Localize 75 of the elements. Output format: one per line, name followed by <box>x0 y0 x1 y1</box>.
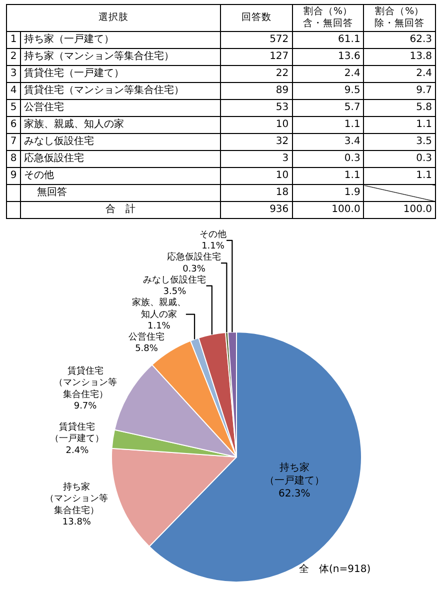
data-label: 53 <box>220 100 292 116</box>
data-label: 127 <box>220 48 292 66</box>
data-label: 1.1 <box>292 168 364 184</box>
slice-label: 公営住宅 <box>128 332 165 343</box>
data-label: 5.8 <box>364 100 436 116</box>
data-label: 62.3% <box>278 488 310 500</box>
category-label: 応急仮設住宅 <box>20 150 220 168</box>
slice-label: みなし仮設住宅 <box>143 274 206 286</box>
data-label: 10 <box>220 116 292 134</box>
slice-label: 家族、親戚、知人の家 <box>132 297 186 320</box>
data-label: 1.1% <box>147 322 171 332</box>
category-label: 合 計 <box>20 202 220 218</box>
data-label: 0.3 <box>364 150 436 168</box>
data-label: 8 <box>6 150 20 168</box>
category-label: みなし仮設住宅 <box>20 134 220 150</box>
category-label: 持ち家（マンション等集合住宅） <box>20 48 220 66</box>
data-label: 1.1 <box>364 116 436 134</box>
data-label: 4 <box>6 82 20 100</box>
category-label: 賃貸住宅（マンション等集合住宅） <box>20 82 220 100</box>
data-label: 13.8% <box>62 518 92 528</box>
data-label: 0.3% <box>182 264 206 274</box>
category-label: 公営住宅 <box>20 100 220 116</box>
data-label: 100.0 <box>364 202 436 218</box>
data-label: 2.4 <box>364 66 436 82</box>
data-label: 3 <box>6 66 20 82</box>
data-label: 936 <box>220 202 292 218</box>
data-label: 22 <box>220 66 292 82</box>
data-label: 572 <box>220 32 292 48</box>
category-label: 賃貸住宅（一戸建て） <box>20 66 220 82</box>
data-label: 9.7% <box>74 402 98 412</box>
data-label: 6 <box>6 116 20 134</box>
data-label: 3 <box>220 150 292 168</box>
data-label: 3.5% <box>163 287 187 298</box>
data-label: 7 <box>6 134 20 150</box>
data-label: 1.1% <box>202 242 225 252</box>
data-label: 5.8% <box>135 344 158 354</box>
text: 割合（%）除・無回答 <box>364 4 436 32</box>
data-label: 18 <box>220 184 292 202</box>
data-label: 89 <box>220 82 292 100</box>
data-label: 1.9 <box>292 184 364 202</box>
data-label: 2 <box>6 48 20 66</box>
data-label: 10 <box>220 168 292 184</box>
data-label: 62.3 <box>364 32 436 48</box>
data-label: 100.0 <box>292 202 364 218</box>
category-label: 家族、親戚、知人の家 <box>20 116 220 134</box>
data-label: 9 <box>6 168 20 184</box>
data-label: 9.7 <box>364 82 436 100</box>
data-label: 5.7 <box>292 100 364 116</box>
data-label: 2.4 <box>292 66 364 82</box>
text: 割合（%）含・無回答 <box>292 4 364 32</box>
slice-label: 持ち家（マンション等集合住宅） <box>45 481 108 516</box>
data-label: 61.1 <box>292 32 364 48</box>
text: 回答数 <box>220 4 292 32</box>
category-label: 持ち家（一戸建て） <box>20 32 220 48</box>
slice-label: その他 <box>200 229 227 240</box>
data-label: 0.3 <box>292 150 364 168</box>
data-label: 32 <box>220 134 292 150</box>
data-label: 2.4% <box>66 446 90 456</box>
data-label: 13.8 <box>364 48 436 66</box>
data-label: 9.5 <box>292 82 364 100</box>
slice-label: 応急仮設住宅 <box>167 252 222 263</box>
data-label: 3.4 <box>292 134 364 150</box>
data-label: 3.5 <box>364 134 436 150</box>
slice-label: 持ち家（一戸建て） <box>264 462 324 487</box>
text: 全 体(n=918) <box>299 563 371 575</box>
category-label: 無回答 <box>20 184 220 202</box>
data-label: 5 <box>6 100 20 116</box>
slice-label: 賃貸住宅（一戸建て） <box>50 421 104 444</box>
data-label: 1.1 <box>292 116 364 134</box>
data-label: 1 <box>6 32 20 48</box>
slice-label: 賃貸住宅（マンション等集合住宅） <box>54 366 117 400</box>
data-label: 1.1 <box>364 168 436 184</box>
category-label: その他 <box>20 168 220 184</box>
data-label: 13.6 <box>292 48 364 66</box>
text: 選択肢 <box>6 4 220 32</box>
